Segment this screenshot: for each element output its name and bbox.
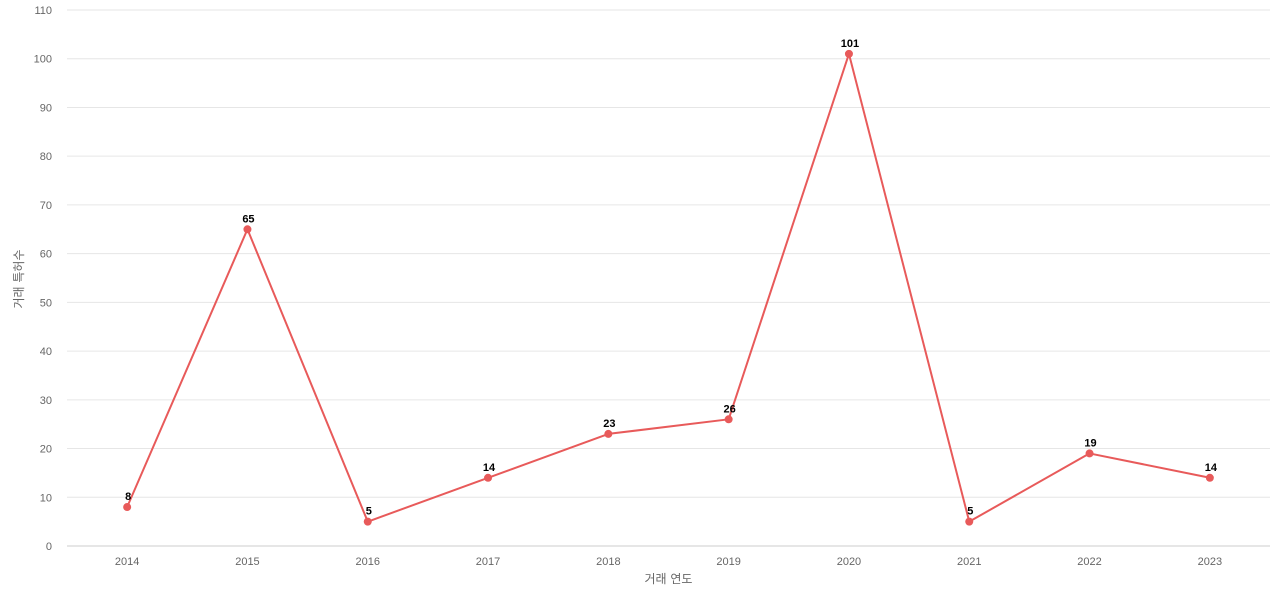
y-tick-label: 40 xyxy=(40,346,52,358)
y-tick-label: 0 xyxy=(46,541,52,553)
data-point[interactable] xyxy=(1085,449,1094,458)
x-tick-label: 2021 xyxy=(957,556,981,568)
data-label: 23 xyxy=(603,418,615,430)
y-tick-label: 50 xyxy=(40,297,52,309)
data-label: 19 xyxy=(1084,437,1096,449)
data-point[interactable] xyxy=(965,517,974,526)
data-point[interactable] xyxy=(363,517,372,526)
x-tick-label: 2016 xyxy=(356,556,380,568)
x-axis-label: 거래 연도 xyxy=(645,572,693,586)
x-tick-label: 2018 xyxy=(596,556,620,568)
data-point[interactable] xyxy=(844,49,853,58)
y-axis-label: 거래 특허수 xyxy=(12,249,26,308)
data-point[interactable] xyxy=(123,503,132,512)
y-tick-label: 100 xyxy=(34,54,52,66)
data-label: 8 xyxy=(125,491,131,503)
y-tick-label: 30 xyxy=(40,395,52,407)
x-tick-labels: 2014 2015 2016 2017 2018 2019 2020 2021 2022 2023 xyxy=(115,556,1222,568)
y-tick-label: 10 xyxy=(40,492,52,504)
data-label: 65 xyxy=(242,213,254,225)
series-line xyxy=(126,52,1211,523)
x-tick-label: 2023 xyxy=(1198,556,1222,568)
x-tick-label: 2014 xyxy=(115,556,139,568)
x-tick-label: 2022 xyxy=(1077,556,1101,568)
y-tick-label: 20 xyxy=(40,444,52,456)
data-labels: 8 65 5 14 23 26 101 5 19 14 xyxy=(125,38,1218,518)
data-point[interactable] xyxy=(484,473,493,482)
data-point[interactable] xyxy=(1205,473,1214,482)
grid-lines xyxy=(67,9,1270,547)
y-tick-labels: 0 10 20 30 40 50 60 70 80 90 100 110 xyxy=(34,5,52,553)
y-tick-label: 60 xyxy=(40,249,52,261)
series-group xyxy=(123,49,1214,526)
data-label: 5 xyxy=(366,506,372,518)
data-label: 101 xyxy=(841,38,859,50)
x-tick-label: 2015 xyxy=(235,556,259,568)
x-tick-label: 2020 xyxy=(837,556,861,568)
y-tick-label: 110 xyxy=(34,5,52,17)
data-label: 5 xyxy=(967,506,973,518)
y-tick-label: 90 xyxy=(40,102,52,114)
y-tick-label: 70 xyxy=(40,200,52,212)
y-tick-label: 80 xyxy=(40,151,52,163)
data-label: 14 xyxy=(483,462,496,474)
data-point[interactable] xyxy=(243,225,252,234)
data-point[interactable] xyxy=(604,429,613,438)
data-label: 26 xyxy=(724,403,736,415)
data-point[interactable] xyxy=(724,415,733,424)
x-tick-label: 2017 xyxy=(476,556,500,568)
data-label: 14 xyxy=(1205,462,1218,474)
x-tick-label: 2019 xyxy=(716,556,740,568)
